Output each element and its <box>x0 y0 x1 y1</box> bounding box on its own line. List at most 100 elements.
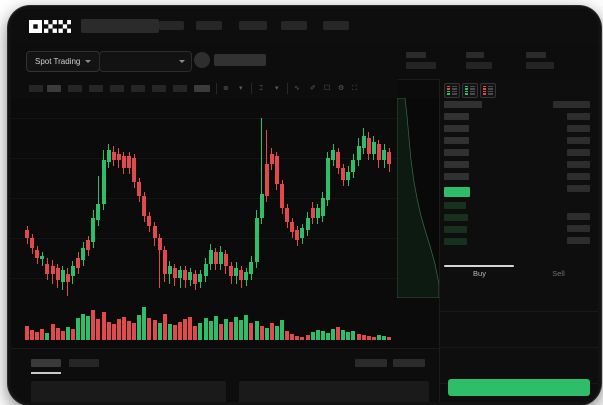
chevron-down-2-icon[interactable]: ▾ <box>275 85 279 92</box>
timeframe-button-9[interactable] <box>194 85 210 92</box>
bottom-box-right[interactable] <box>239 381 429 402</box>
trade-history-row[interactable] <box>567 185 590 192</box>
bottom-action-1[interactable] <box>355 359 387 367</box>
orderbook-ask-row[interactable] <box>444 137 469 144</box>
okx-logo[interactable] <box>29 20 71 33</box>
nav-item-5[interactable] <box>323 21 349 30</box>
submit-order-button[interactable] <box>448 379 590 396</box>
fullscreen-icon[interactable]: ⛶ <box>352 85 357 92</box>
volume-bar <box>305 335 310 340</box>
spot-trading-selector[interactable]: Spot Trading <box>26 51 101 72</box>
line-tool-icon[interactable]: ∿ <box>294 85 300 92</box>
volume-bar <box>351 331 356 340</box>
orderbook-ask-row[interactable] <box>444 161 469 168</box>
timeframe-button-8[interactable] <box>173 85 187 92</box>
trade-history-row[interactable] <box>567 161 590 168</box>
candle-body <box>45 264 50 274</box>
volume-bar <box>356 334 361 340</box>
depth-view-asks-icon[interactable] <box>480 83 496 98</box>
app-screen: Spot Trading ≣ ▾ ⌶ ▾ ∿ ✐ ☐ ⚙ ⛶ <box>11 9 598 402</box>
timeframe-button-2[interactable] <box>47 85 61 92</box>
orderbook-rows[interactable] <box>440 101 598 266</box>
bottom-active-underline <box>31 372 61 374</box>
volume-bar <box>70 329 75 340</box>
trade-history-row[interactable] <box>567 237 590 244</box>
volume-bar <box>116 319 121 340</box>
orderbook-selected-row[interactable] <box>444 187 470 197</box>
timeframe-button-7[interactable] <box>152 85 166 92</box>
candle-wick <box>41 252 43 266</box>
timeframe-button-4[interactable] <box>89 85 103 92</box>
timeframe-button-6[interactable] <box>131 85 145 92</box>
volume-bar <box>371 337 376 340</box>
candle-body <box>106 150 111 162</box>
bottom-box-left[interactable] <box>31 381 226 402</box>
candlestick-chart[interactable] <box>11 98 397 298</box>
volume-bar <box>162 314 167 340</box>
bottom-tab-2[interactable] <box>69 359 99 367</box>
camera-icon[interactable]: ☐ <box>324 85 331 92</box>
orderbook-ask-row[interactable] <box>444 149 469 156</box>
bottom-action-2[interactable] <box>393 359 425 367</box>
trade-history-row[interactable] <box>567 125 590 132</box>
depth-view-both-icon[interactable] <box>444 83 460 98</box>
nav-item-1[interactable] <box>159 21 184 30</box>
volume-bar <box>264 328 269 340</box>
candle-body <box>254 218 259 262</box>
stat-1-label <box>406 52 426 58</box>
timeframe-button-5[interactable] <box>110 85 124 92</box>
trade-history-row[interactable] <box>553 101 590 108</box>
chart-type-icon[interactable]: ⌶ <box>259 85 264 92</box>
candle-body <box>40 256 45 259</box>
volume-bar <box>121 317 126 340</box>
nav-item-2[interactable] <box>196 21 222 30</box>
depth-view-bids-icon[interactable] <box>462 83 478 98</box>
orderbook-ask-row[interactable] <box>444 113 469 120</box>
indicator-icon[interactable]: ≣ <box>223 85 229 92</box>
volume-bar <box>86 316 91 340</box>
orderbook-ask-row[interactable] <box>444 101 482 108</box>
candle-body <box>264 164 269 196</box>
candle-body <box>290 222 295 232</box>
trade-history-row[interactable] <box>567 225 590 232</box>
orderbook-bid-row[interactable] <box>444 202 466 209</box>
timeframe-button-3[interactable] <box>68 85 82 92</box>
timeframe-button-1[interactable] <box>29 85 43 92</box>
orderbook-bid-row[interactable] <box>444 214 468 221</box>
tab-sell[interactable]: Sell <box>552 269 565 278</box>
trade-history-row[interactable] <box>567 149 590 156</box>
orderbook-ask-row[interactable] <box>444 125 469 132</box>
volume-bar <box>142 307 147 340</box>
candle-wick <box>97 176 99 226</box>
volume-bar <box>269 323 274 340</box>
search-input[interactable] <box>81 19 159 33</box>
volume-bar <box>81 314 86 340</box>
stat-2-value <box>466 62 492 69</box>
candle-body <box>167 266 172 274</box>
pencil-icon[interactable]: ✐ <box>310 85 316 92</box>
volume-bar <box>331 329 335 340</box>
orderbook-bid-row[interactable] <box>444 226 467 233</box>
volume-bar <box>76 318 80 340</box>
orderbook-bid-row[interactable] <box>444 238 467 245</box>
nav-item-4[interactable] <box>281 21 307 30</box>
stat-3-label <box>526 52 546 58</box>
tab-buy[interactable]: Buy <box>473 269 486 278</box>
bottom-tab-1[interactable] <box>31 359 61 367</box>
candle-wick <box>67 268 69 296</box>
trading-pair-select[interactable] <box>99 51 192 72</box>
orderbook-ask-row[interactable] <box>444 173 469 180</box>
trade-history-row[interactable] <box>567 137 590 144</box>
gridline-1 <box>11 118 397 119</box>
nav-item-3[interactable] <box>239 21 267 30</box>
settings-icon[interactable]: ⚙ <box>338 85 345 92</box>
trade-history-row[interactable] <box>567 173 590 180</box>
trade-history-row[interactable] <box>567 113 590 120</box>
trade-history-row[interactable] <box>567 213 590 220</box>
volume-bar <box>152 320 157 340</box>
volume-bar <box>203 318 208 340</box>
candle-body <box>366 138 371 154</box>
volume-bar <box>188 317 193 340</box>
candle-body <box>86 240 91 250</box>
chevron-down-icon[interactable]: ▾ <box>239 85 243 92</box>
